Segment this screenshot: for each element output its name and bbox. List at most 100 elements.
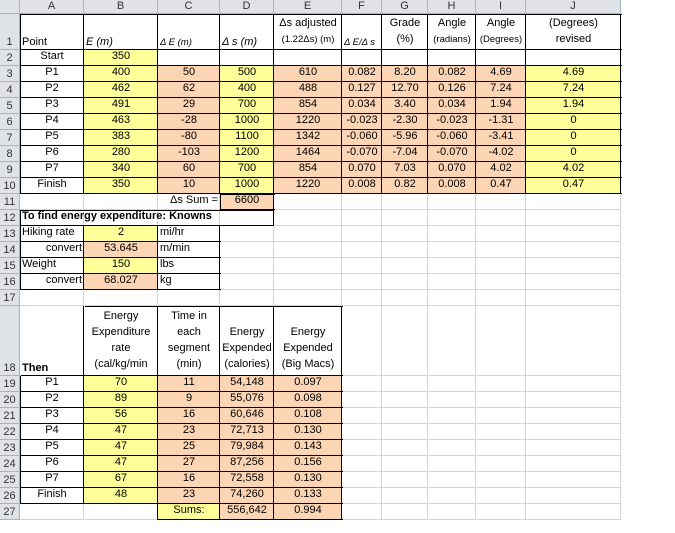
cell-H11[interactable]	[428, 194, 476, 210]
table-delta-e-p6[interactable]: -103	[158, 146, 220, 162]
cell-F11[interactable]	[342, 194, 382, 210]
row-header-17[interactable]: 17	[0, 290, 20, 306]
column-header-D[interactable]: D	[220, 0, 274, 14]
table-de-ds-finish[interactable]: 0.008	[342, 178, 382, 194]
cell-J23[interactable]	[526, 440, 621, 456]
table-grade-p5[interactable]: -5.96	[382, 130, 428, 146]
table-angle-revised-p5[interactable]: 0	[526, 130, 621, 146]
table-de-ds-p2[interactable]: 0.127	[342, 82, 382, 98]
cell-F19[interactable]	[342, 376, 382, 392]
cell-H27[interactable]	[428, 504, 476, 520]
row-header-6[interactable]: 6	[0, 114, 20, 130]
table-angle-deg-p1[interactable]: 4.69	[476, 66, 526, 82]
cell-F14[interactable]	[342, 242, 382, 258]
energy-bigmacs-p4[interactable]: 0.130	[274, 424, 342, 440]
table-delta-s-p2[interactable]: 400	[220, 82, 274, 98]
column-header-J[interactable]: J	[526, 0, 621, 14]
cell-G15[interactable]	[382, 258, 428, 274]
cell-F17[interactable]	[342, 290, 382, 306]
table-e-p6[interactable]: 280	[84, 146, 158, 162]
column-header-C[interactable]: C	[158, 0, 220, 14]
cell-H23[interactable]	[428, 440, 476, 456]
cell-E16[interactable]	[274, 274, 342, 290]
cell-H20[interactable]	[428, 392, 476, 408]
table-point-p1[interactable]: P1	[45, 66, 59, 78]
table-ds-adjusted-p7[interactable]: 854	[274, 162, 342, 178]
table-grade-p2[interactable]: 12.70	[382, 82, 428, 98]
row-header-23[interactable]: 23	[0, 440, 20, 456]
row-header-16[interactable]: 16	[0, 274, 20, 290]
table-e-p1[interactable]: 400	[84, 66, 158, 82]
cell-H26[interactable]	[428, 488, 476, 504]
cell-F22[interactable]	[342, 424, 382, 440]
header-time-segment[interactable]: Time in each segment (min)	[167, 310, 211, 370]
energy-point-p3[interactable]: P3	[45, 408, 59, 420]
table-ds-adjusted-p1[interactable]: 610	[274, 66, 342, 82]
knowns-title[interactable]: To find energy expenditure: Knowns	[22, 210, 212, 222]
cell-G27[interactable]	[382, 504, 428, 520]
table-e-p4[interactable]: 463	[84, 114, 158, 130]
cell-G21[interactable]	[382, 408, 428, 424]
cell-I13[interactable]	[476, 226, 526, 242]
cell-E17[interactable]	[274, 290, 342, 306]
cell-I26[interactable]	[476, 488, 526, 504]
convert2-label[interactable]: convert	[45, 274, 82, 286]
table-grade-finish[interactable]: 0.82	[382, 178, 428, 194]
cell-F27[interactable]	[342, 504, 382, 520]
column-header-E[interactable]: E	[274, 0, 342, 14]
header-delta-s[interactable]: Δ s (m)	[222, 36, 258, 48]
cell-B11[interactable]	[84, 194, 158, 210]
cell-I18[interactable]	[476, 306, 526, 376]
cell-I11[interactable]	[476, 194, 526, 210]
cell-I19[interactable]	[476, 376, 526, 392]
cell-I24[interactable]	[476, 456, 526, 472]
cell-J15[interactable]	[526, 258, 621, 274]
cell-J22[interactable]	[526, 424, 621, 440]
energy-bigmacs-p2[interactable]: 0.098	[274, 392, 342, 408]
row-header-13[interactable]: 13	[0, 226, 20, 242]
cell-C17[interactable]	[158, 290, 220, 306]
header-angle-rad[interactable]: Angle (radians)	[428, 14, 476, 50]
energy-point-p4[interactable]: P4	[45, 424, 59, 436]
table-angle-rad-p4[interactable]: -0.023	[428, 114, 476, 130]
cell-F12[interactable]	[342, 210, 382, 226]
row-header-26[interactable]: 26	[0, 488, 20, 504]
cell-E2[interactable]	[274, 50, 342, 66]
table-e-p7[interactable]: 340	[84, 162, 158, 178]
cell-I17[interactable]	[476, 290, 526, 306]
cell-E14[interactable]	[274, 242, 342, 258]
cell-H21[interactable]	[428, 408, 476, 424]
table-delta-s-p1[interactable]: 500	[220, 66, 274, 82]
energy-time-p6[interactable]: 27	[158, 456, 220, 472]
header-energy-bigmacs[interactable]: Energy Expended (Big Macs)	[281, 326, 335, 370]
cell-D13[interactable]	[220, 226, 274, 242]
row-header-1[interactable]: 1	[0, 14, 20, 50]
cell-I20[interactable]	[476, 392, 526, 408]
cell-F2[interactable]	[342, 50, 382, 66]
table-angle-revised-p4[interactable]: 0	[526, 114, 621, 130]
energy-rate-p3[interactable]: 56	[84, 408, 158, 424]
table-de-ds-p6[interactable]: -0.070	[342, 146, 382, 162]
row-header-19[interactable]: 19	[0, 376, 20, 392]
cell-J11[interactable]	[526, 194, 621, 210]
sums-label[interactable]: Sums:	[158, 504, 220, 520]
cell-F18[interactable]	[342, 306, 382, 376]
cell-I16[interactable]	[476, 274, 526, 290]
cell-I27[interactable]	[476, 504, 526, 520]
table-grade-p7[interactable]: 7.03	[382, 162, 428, 178]
cell-F15[interactable]	[342, 258, 382, 274]
table-point-p6[interactable]: P6	[45, 146, 59, 158]
cell-I25[interactable]	[476, 472, 526, 488]
table-e-finish[interactable]: 350	[84, 178, 158, 194]
table-delta-e-p3[interactable]: 29	[158, 98, 220, 114]
table-grade-p6[interactable]: -7.04	[382, 146, 428, 162]
table-point-p2[interactable]: P2	[45, 82, 59, 94]
table-angle-deg-p2[interactable]: 7.24	[476, 82, 526, 98]
cell-I2[interactable]	[476, 50, 526, 66]
header-angle-deg[interactable]: Angle (Degrees)	[476, 14, 526, 50]
table-angle-revised-p6[interactable]: 0	[526, 146, 621, 162]
weight-label[interactable]: Weight	[22, 258, 57, 270]
table-grade-p3[interactable]: 3.40	[382, 98, 428, 114]
column-header-A[interactable]: A	[20, 0, 84, 14]
cell-G13[interactable]	[382, 226, 428, 242]
